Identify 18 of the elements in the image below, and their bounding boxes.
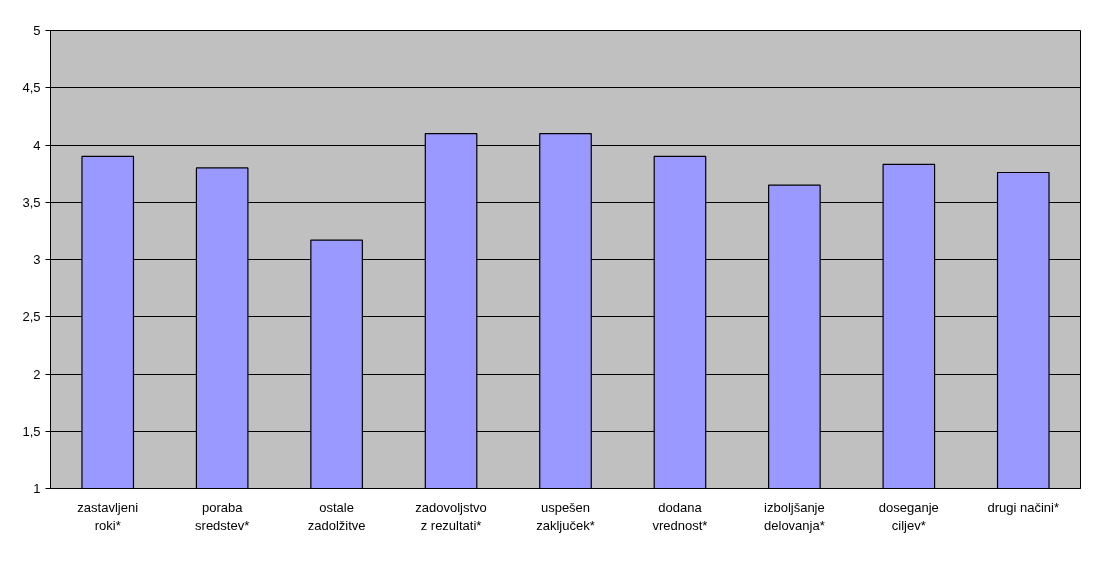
y-tick-label: 4: [33, 137, 41, 153]
x-tick-label: dodana vrednost*: [652, 499, 708, 533]
y-tick-label: 2: [33, 366, 41, 382]
x-tick-label: zadovoljstvo z rezultati*: [415, 499, 487, 533]
x-tick-label: drugi načini*: [987, 499, 1060, 515]
x-tick-label: ostale zadolžitve: [307, 499, 366, 533]
y-tick-label: 1: [33, 481, 41, 496]
y-tick-label: 1,5: [22, 423, 41, 439]
x-tick-label: poraba sredstev*: [195, 499, 250, 533]
y-tick-label: 4,5: [22, 80, 41, 96]
x-tick-label: zastavljeni roki*: [77, 499, 139, 533]
x-tick-label: uspešen zaključek*: [536, 499, 595, 533]
y-tick-label: 5: [33, 23, 41, 38]
y-tick-label: 2,5: [22, 309, 41, 325]
x-tick-label: izboljšanje delovanja*: [764, 499, 825, 533]
y-tick-label: 3: [33, 252, 41, 267]
x-tick-label: doseganje ciljev*: [878, 499, 939, 533]
y-tick-label: 3,5: [22, 194, 41, 210]
